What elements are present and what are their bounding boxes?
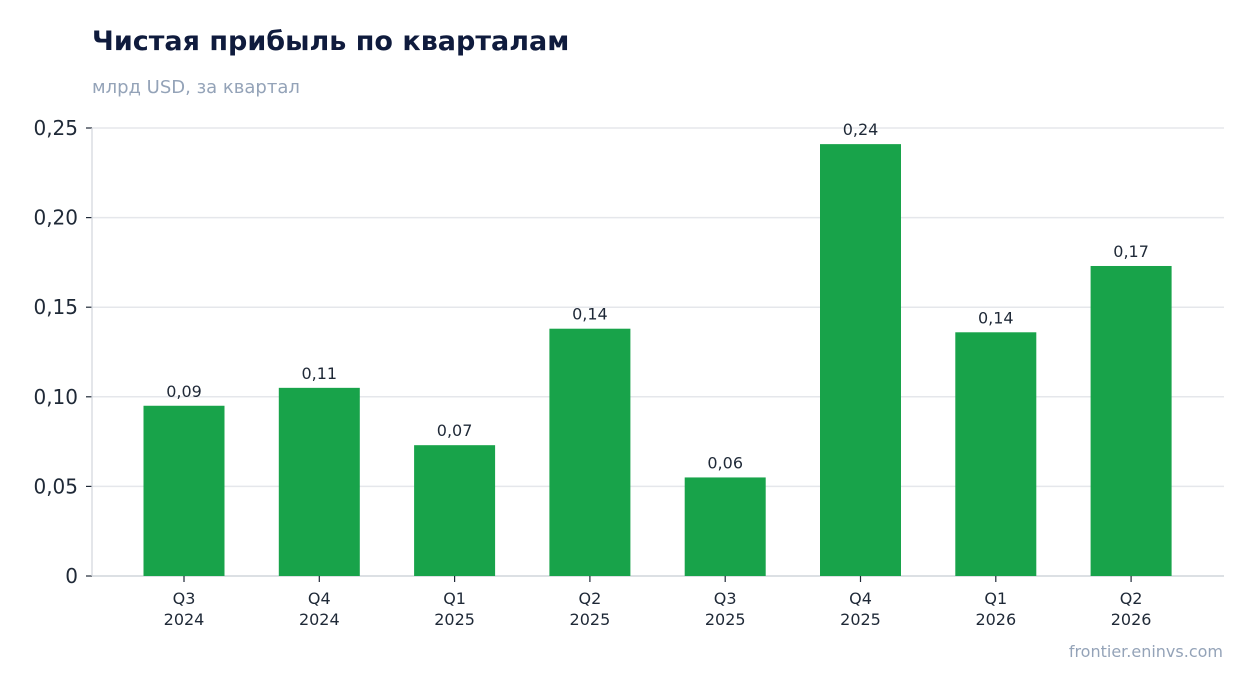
bar xyxy=(549,328,631,576)
chart-title: Чистая прибыль по кварталам xyxy=(92,26,570,57)
y-tick-label: 0,10 xyxy=(33,385,78,409)
x-tick-label-quarter: Q1 xyxy=(984,589,1007,608)
bar-value-label: 0,09 xyxy=(166,382,202,401)
grid-lines xyxy=(92,127,1224,488)
chart-subtitle: млрд USD, за квартал xyxy=(92,77,300,98)
source-label: frontier.eninvs.com xyxy=(1068,642,1223,661)
bar xyxy=(820,144,901,577)
bar-value-label: 0,06 xyxy=(707,453,743,472)
x-tick-label-year: 2025 xyxy=(840,610,881,629)
bar xyxy=(278,387,360,576)
x-tick-label-year: 2026 xyxy=(1111,610,1152,629)
bar xyxy=(414,445,496,576)
bar-value-label: 0,07 xyxy=(437,421,473,440)
x-tick-label-year: 2024 xyxy=(299,610,340,629)
x-tick-label-quarter: Q3 xyxy=(173,589,196,608)
x-tick-label-year: 2025 xyxy=(705,610,746,629)
x-tick-label-quarter: Q3 xyxy=(714,589,737,608)
x-tick-label-quarter: Q4 xyxy=(849,589,872,608)
y-tick-label: 0,15 xyxy=(33,295,78,319)
x-tick-label-quarter: Q1 xyxy=(443,589,466,608)
y-tick-label: 0,20 xyxy=(33,206,78,230)
x-tick-label-quarter: Q2 xyxy=(1120,589,1143,608)
y-tick-label: 0 xyxy=(65,564,78,588)
bar-value-label: 0,14 xyxy=(978,308,1014,327)
y-tick-label: 0,25 xyxy=(33,116,78,140)
x-tick-label-year: 2025 xyxy=(570,610,611,629)
x-tick-label-year: 2024 xyxy=(164,610,205,629)
bar-value-label: 0,14 xyxy=(572,305,608,324)
x-tick-label-year: 2026 xyxy=(975,610,1016,629)
bars xyxy=(143,144,1172,577)
bar-value-label: 0,17 xyxy=(1113,242,1149,261)
bar xyxy=(1090,265,1172,576)
data-labels: 0,09 0,11 0,07 0,14 0,06 0,24 0,14 0,17 xyxy=(166,120,1149,472)
bar-value-label: 0,24 xyxy=(843,120,879,139)
x-tick-label-year: 2025 xyxy=(434,610,475,629)
x-tick-label-quarter: Q4 xyxy=(308,589,331,608)
bar xyxy=(143,405,225,576)
x-tick-label-quarter: Q2 xyxy=(579,589,602,608)
bar xyxy=(955,332,1037,576)
y-tick-label: 0,05 xyxy=(33,474,78,498)
bar xyxy=(684,477,766,576)
bar-value-label: 0,11 xyxy=(301,364,337,383)
